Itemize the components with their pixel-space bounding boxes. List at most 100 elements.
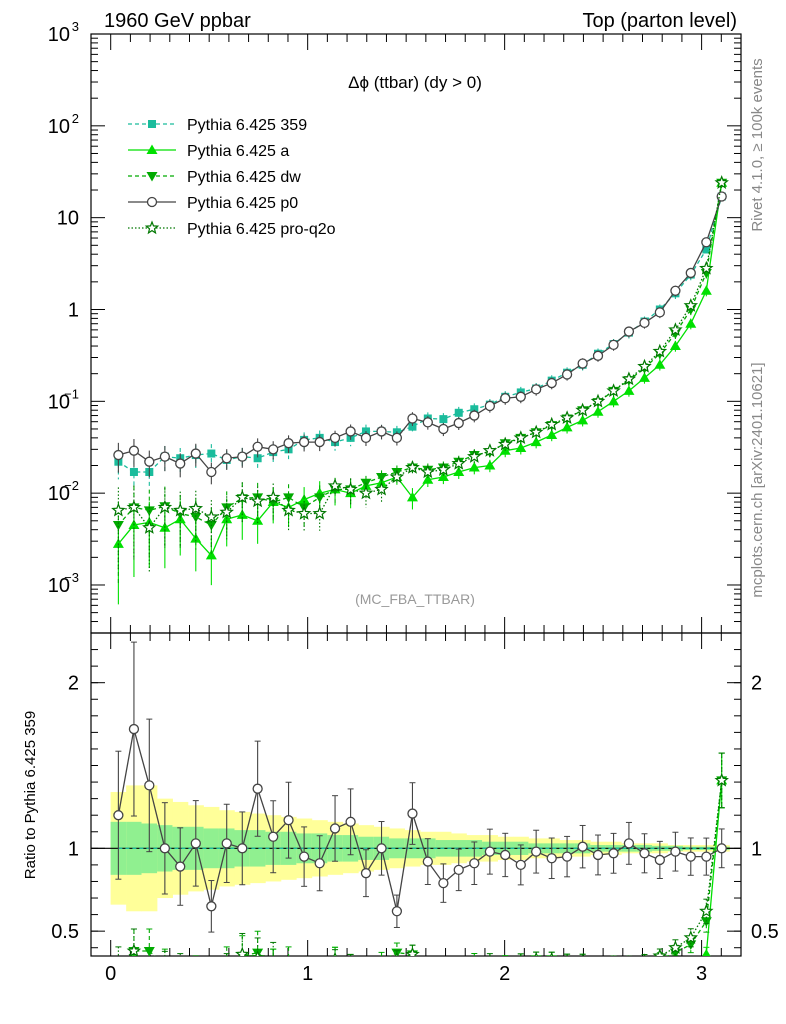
data-point xyxy=(408,422,417,431)
data-point xyxy=(406,491,418,502)
ratio-point xyxy=(577,957,588,967)
ratio-point xyxy=(405,946,420,956)
data-point xyxy=(205,549,217,560)
data-point xyxy=(701,237,712,248)
data-point xyxy=(528,424,544,439)
data-point xyxy=(144,456,155,467)
ratio-point xyxy=(345,816,356,827)
data-point xyxy=(113,449,124,461)
data-point xyxy=(513,430,529,445)
ratio-point xyxy=(395,951,399,956)
ratio-point xyxy=(159,980,170,990)
data-point xyxy=(250,493,265,508)
data-point xyxy=(112,538,124,548)
data-point xyxy=(142,520,157,534)
ratio-point xyxy=(159,962,170,973)
data-point xyxy=(592,350,604,361)
ratio-point xyxy=(592,849,604,861)
data-point xyxy=(296,505,312,520)
legend-marker xyxy=(146,196,158,208)
ratio-point xyxy=(283,972,294,983)
ratio-point xyxy=(438,962,449,973)
x-tick-label: 0 xyxy=(105,963,116,985)
y-tick-exponent: 2 xyxy=(72,111,79,126)
ratio-point xyxy=(360,965,371,975)
ratio-point xyxy=(566,953,569,956)
ratio-tick-label-right: 0.5 xyxy=(751,921,779,943)
data-point xyxy=(206,466,217,478)
y-tick-label: 10 xyxy=(57,208,79,230)
data-point xyxy=(314,493,326,503)
data-point xyxy=(343,481,358,496)
data-point xyxy=(438,423,449,435)
ratio-point xyxy=(550,951,554,956)
ratio-point xyxy=(668,940,683,954)
data-point xyxy=(376,426,387,437)
data-point xyxy=(702,245,711,254)
ratio-point xyxy=(175,861,186,872)
ratio-point xyxy=(272,953,275,956)
ratio-point xyxy=(221,970,232,980)
data-point xyxy=(129,467,138,476)
data-point xyxy=(714,175,729,189)
ratio-point xyxy=(561,851,573,862)
ratio-point xyxy=(268,962,279,972)
ratio-point xyxy=(592,958,603,969)
ratio-point xyxy=(562,957,573,967)
ratio-point xyxy=(283,960,294,970)
ratio-point xyxy=(623,960,634,970)
ratio-point xyxy=(577,841,588,852)
ratio-point xyxy=(702,948,711,956)
legend-entry: Pythia 6.425 p0 xyxy=(128,195,298,212)
ratio-point xyxy=(360,973,371,984)
ratio-point xyxy=(144,962,155,972)
x-tick-label: 1 xyxy=(302,963,313,985)
ratio-point xyxy=(376,970,387,981)
ratio-series-line xyxy=(117,728,723,912)
ratio-point xyxy=(190,975,201,985)
legend-label: Pythia 6.425 p0 xyxy=(187,195,298,212)
data-point xyxy=(575,402,590,417)
ratio-point xyxy=(250,950,265,956)
ratio-plot-area: 0.5 0.5 1 1 2 2 0 1 2 3 xyxy=(51,632,779,985)
ratio-point xyxy=(128,965,139,975)
data-point xyxy=(530,436,542,447)
data-point xyxy=(422,474,434,484)
ratio-point xyxy=(190,838,201,849)
ratio-tick-label: 1 xyxy=(68,838,79,860)
ratio-point xyxy=(407,980,418,990)
legend-label: Pythia 6.425 pro-q2o xyxy=(187,221,336,238)
ratio-point xyxy=(515,859,526,871)
ratio-point xyxy=(685,960,696,970)
data-point xyxy=(265,489,281,504)
data-point xyxy=(639,317,650,329)
ratio-point xyxy=(562,967,573,977)
y-tick-label: 10 xyxy=(48,575,70,597)
data-point xyxy=(175,458,186,469)
ratio-point xyxy=(113,987,124,997)
data-point xyxy=(623,326,635,337)
data-point xyxy=(531,384,542,395)
ratio-point xyxy=(608,969,619,979)
legend-label: Pythia 6.425 359 xyxy=(187,117,307,134)
ratio-point xyxy=(546,853,557,864)
y-tick-label: 10 xyxy=(48,391,70,413)
ratio-point xyxy=(438,960,449,970)
data-point xyxy=(126,499,142,514)
rivet-label: Rivet 4.1.0, ≥ 100k events xyxy=(749,58,766,231)
ratio-point xyxy=(500,849,511,861)
legend: Pythia 6.425 359 Pythia 6.425 a Pythia 6.4… xyxy=(128,117,336,238)
y-tick-exponent: 3 xyxy=(72,19,79,34)
ratio-point xyxy=(314,858,325,869)
ratio-point xyxy=(376,843,387,854)
ratio-point xyxy=(453,864,464,876)
data-point xyxy=(469,410,480,421)
ratio-point xyxy=(190,989,201,999)
legend-entry: Pythia 6.425 359 xyxy=(128,117,307,134)
ratio-point xyxy=(593,960,604,970)
ratio-point xyxy=(252,783,263,794)
data-point xyxy=(190,448,201,459)
ratio-point xyxy=(283,970,294,980)
data-point xyxy=(515,442,527,453)
x-tick-label: 3 xyxy=(696,963,707,985)
